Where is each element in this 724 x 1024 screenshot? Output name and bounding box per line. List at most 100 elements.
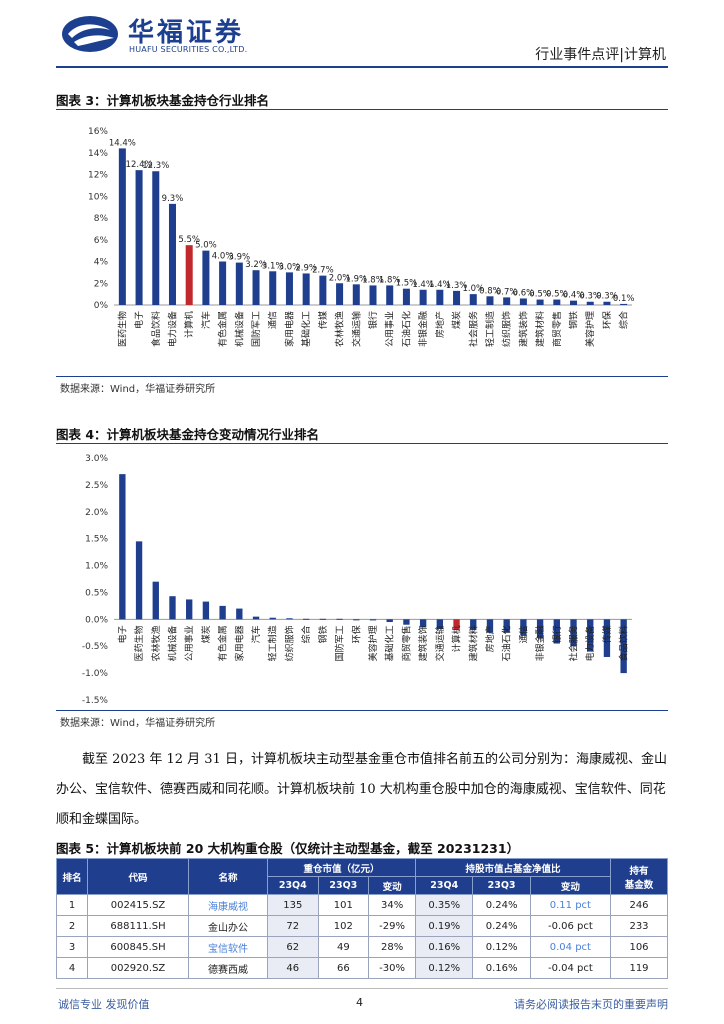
category-label: 轻工制造 — [267, 625, 279, 661]
bar — [169, 596, 176, 620]
bar — [620, 303, 628, 305]
data-label: 0.7% — [496, 287, 518, 297]
y-tick-label: 16% — [88, 127, 108, 137]
cell-mv-change: -30% — [368, 957, 417, 979]
data-label: 0.3% — [579, 292, 601, 302]
data-label: 1.5% — [396, 279, 418, 289]
cell-ratio-q4: 0.19% — [415, 915, 474, 937]
category-label: 电子 — [116, 625, 128, 643]
category-label: 电力设备 — [584, 625, 596, 661]
footer-disclaimer: 请务必阅读报告末页的重要声明 — [514, 998, 668, 1011]
category-label: 电力设备 — [166, 311, 178, 347]
holdings-change-chart: -1.5% -1.0% -0.5% 0.0% 0.5% 1.0% 1.5% 2.0% 2.5% 3… — [82, 454, 632, 706]
category-label: 纺织服饰 — [283, 625, 295, 661]
category-label: 有色金属 — [217, 311, 229, 347]
header-name: 名称 — [188, 858, 268, 895]
data-label: 0.5% — [529, 290, 551, 300]
cell-mv-q4: 72 — [267, 915, 319, 937]
category-label: 钢铁 — [317, 625, 329, 643]
category-label: 社会服务 — [467, 311, 479, 347]
data-label: 5.5% — [178, 235, 200, 245]
figure-4-top-rule — [56, 443, 668, 444]
data-label: 0.5% — [546, 290, 568, 300]
data-label: 0.8% — [479, 286, 501, 296]
bar — [336, 283, 344, 305]
bar — [118, 148, 126, 305]
header-mv-q3: 23Q3 — [317, 876, 370, 895]
category-label: 传媒 — [317, 311, 329, 329]
bar — [152, 581, 159, 620]
cell-ratio-change: 0.04 pct — [529, 936, 612, 958]
footer-slogan: 诚信专业 发现价值 — [58, 998, 150, 1011]
figure-5-title: 图表 5：计算机板块前 20 大机构重仓股（仅统计主动型基金，截至 202312… — [56, 841, 520, 856]
cell-rank: 2 — [56, 915, 88, 937]
category-label: 环保 — [601, 311, 613, 329]
cell-ratio-change: 0.11 pct — [529, 894, 612, 916]
category-label: 医药生物 — [116, 311, 128, 347]
fund-holdings-chart: 0% 2% 4% 6% 8% 10% 12% 14% 16%14.4% 医药生物 12.4% 电子 12… — [88, 127, 634, 347]
bar — [286, 618, 293, 620]
category-label: 机械设备 — [166, 625, 178, 661]
category-label: 电子 — [133, 311, 145, 329]
bar — [186, 599, 193, 620]
category-label: 纺织服饰 — [501, 311, 513, 347]
y-tick-label: -1.5% — [82, 696, 109, 706]
cell-mv-change: 28% — [368, 936, 417, 958]
footer-divider — [56, 988, 668, 989]
data-label: 12.3% — [142, 161, 169, 171]
bar — [135, 170, 143, 305]
category-label: 房地产 — [484, 625, 496, 652]
bar — [486, 296, 494, 305]
bar — [302, 273, 310, 305]
bar — [453, 619, 460, 631]
data-label: 0.6% — [513, 288, 535, 298]
figure-3-source: 数据来源：Wind，华福证券研究所 — [60, 384, 216, 395]
y-tick-label: 3.0% — [85, 454, 108, 464]
cell-code: 002415.SZ — [87, 894, 189, 916]
category-label: 公用事业 — [384, 311, 396, 347]
cell-mv-q4: 46 — [267, 957, 319, 979]
bar — [219, 261, 227, 305]
cell-name: 宝信软件 — [188, 936, 268, 958]
category-label: 环保 — [350, 625, 362, 643]
cell-ratio-q4: 0.35% — [415, 894, 474, 916]
bar — [419, 619, 427, 628]
y-tick-label: 10% — [88, 192, 108, 202]
bar — [436, 289, 444, 305]
y-tick-label: 2% — [94, 279, 109, 289]
bar — [603, 619, 611, 657]
body-paragraph: 截至 2023 年 12 月 31 日，计算机板块主动型基金重仓市值排名前五的公… — [56, 752, 667, 827]
bar — [252, 270, 260, 305]
data-label: 3.0% — [279, 262, 301, 272]
header-mv-change: 变动 — [368, 876, 417, 895]
category-label: 煤炭 — [451, 311, 463, 329]
bar — [453, 290, 461, 305]
header-code: 代码 — [87, 858, 189, 895]
category-label: 通信 — [267, 311, 279, 329]
data-label: 1.8% — [362, 275, 384, 285]
figure-3-bottom-rule — [56, 376, 668, 377]
cell-ratio-q3: 0.24% — [472, 915, 531, 937]
bar — [285, 272, 293, 305]
bar — [202, 601, 210, 620]
category-label: 交通运输 — [350, 311, 362, 347]
cell-ratio-q3: 0.16% — [472, 957, 531, 979]
category-label: 食品饮料 — [618, 625, 630, 661]
y-tick-label: -0.5% — [82, 642, 109, 652]
cell-ratio-q4: 0.12% — [415, 957, 474, 979]
category-label: 计算机 — [451, 625, 463, 652]
header-rank: 排名 — [56, 858, 88, 895]
bar — [236, 608, 243, 620]
bar — [202, 250, 210, 305]
category-label: 家用电器 — [233, 625, 245, 661]
data-label: 2.0% — [329, 273, 351, 283]
cell-fund-count: 106 — [610, 936, 668, 958]
category-label: 建筑材料 — [534, 311, 546, 347]
y-tick-label: 2.0% — [85, 508, 108, 518]
cell-fund-count: 233 — [610, 915, 668, 937]
bar — [386, 285, 394, 305]
category-label: 银行 — [551, 625, 563, 643]
category-label: 钢铁 — [568, 311, 580, 329]
header-mv-q4: 23Q4 — [267, 876, 319, 895]
data-label: 2.9% — [295, 263, 317, 273]
